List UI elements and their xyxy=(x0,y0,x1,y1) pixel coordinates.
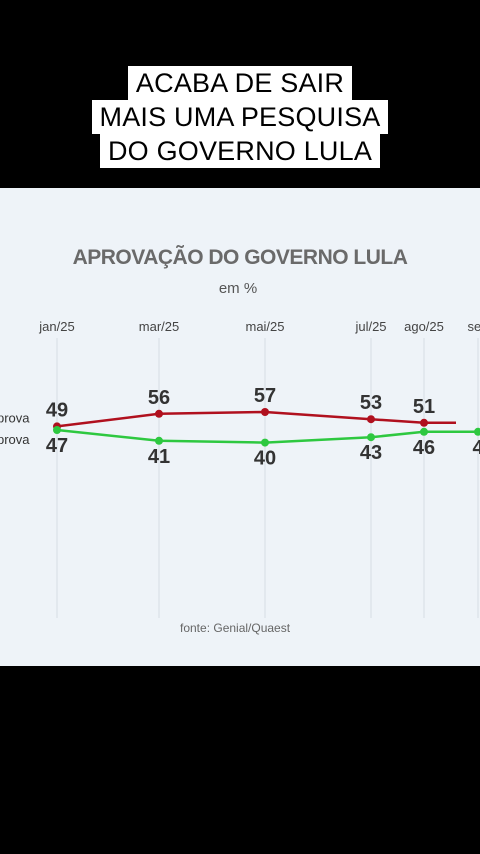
data-point xyxy=(53,426,61,434)
data-label: 47 xyxy=(46,435,68,457)
series-name-label: prova xyxy=(0,410,30,425)
caption-line-2: MAIS UMA PESQUISA xyxy=(91,100,389,134)
data-point xyxy=(155,409,163,418)
data-point xyxy=(261,438,269,447)
data-label: 49 xyxy=(46,399,68,421)
data-label: 40 xyxy=(254,448,276,470)
data-point xyxy=(367,433,375,442)
data-point xyxy=(261,408,269,416)
data-point xyxy=(420,418,428,427)
data-point xyxy=(367,415,375,424)
chart-title: APROVAÇÃO DO GOVERNO LULA xyxy=(72,246,408,269)
series-name-label: prova xyxy=(0,432,30,447)
video-caption: ACABA DE SAIR MAIS UMA PESQUISA DO GOVER… xyxy=(0,66,480,168)
data-label: 51 xyxy=(413,396,435,418)
x-tick-label: mar/25 xyxy=(139,319,179,334)
data-point xyxy=(155,436,163,445)
data-point xyxy=(420,427,428,436)
data-label: 53 xyxy=(360,392,382,414)
caption-line-1: ACABA DE SAIR xyxy=(127,66,353,100)
x-tick-label: mai/25 xyxy=(245,319,284,334)
data-label: 4 xyxy=(472,437,480,459)
data-label: 56 xyxy=(148,387,170,409)
data-label: 46 xyxy=(413,437,435,459)
chart-subtitle: em % xyxy=(218,280,258,297)
chart-panel: APROVAÇÃO DO GOVERNO LULA em % jan/25 mar… xyxy=(0,188,480,666)
x-tick-label: jan/25 xyxy=(38,319,74,334)
chart-source: fonte: Genial/Quaest xyxy=(180,621,291,635)
data-label: 43 xyxy=(360,442,382,464)
x-tick-label: set/ xyxy=(468,319,480,334)
data-label: 57 xyxy=(254,385,276,407)
series-line xyxy=(56,428,478,444)
x-tick-label: jul/25 xyxy=(354,319,386,334)
line-chart: jan/25 mar/25 mai/25 jul/25 ago/25 set/49 56 57… xyxy=(0,319,480,618)
data-point xyxy=(474,427,480,436)
series-line xyxy=(56,410,456,428)
caption-line-3: DO GOVERNO LULA xyxy=(99,134,381,168)
x-tick-label: ago/25 xyxy=(404,319,444,334)
data-label: 41 xyxy=(148,446,170,468)
